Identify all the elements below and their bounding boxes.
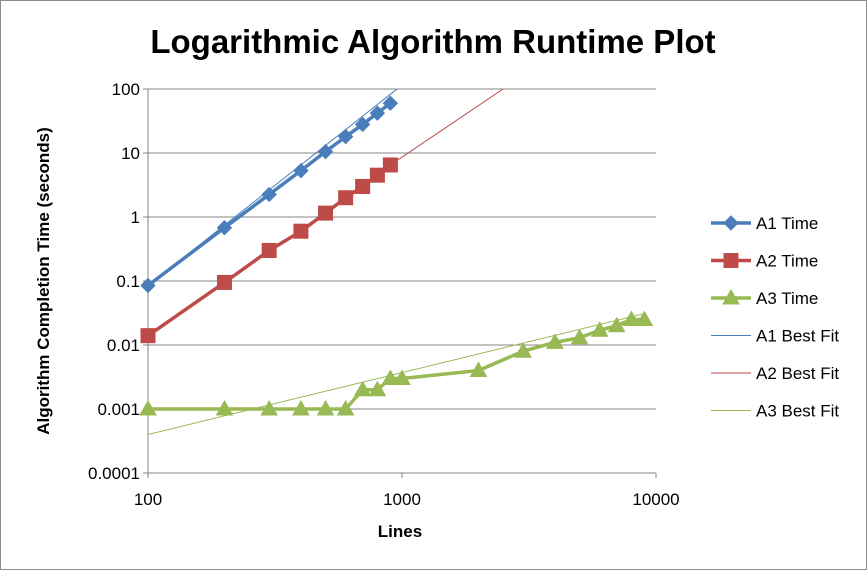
a1-time-point <box>337 128 354 145</box>
y-tick-label: 100 <box>112 80 140 99</box>
legend-item-a3-best-fit: A3 Best Fit <box>711 402 839 421</box>
a3-time-point <box>469 361 488 377</box>
a3-time-point <box>139 399 157 416</box>
legend-label: A3 Best Fit <box>756 402 839 421</box>
a2-time-point <box>369 167 385 183</box>
a3-time-point <box>635 310 654 327</box>
y-tick-label: 10 <box>121 144 140 163</box>
a2-time-point <box>140 328 156 344</box>
a2-time-point <box>338 190 354 206</box>
a2-best-fit-series <box>390 89 504 166</box>
a2-best-fit-line <box>390 89 504 166</box>
a3-time-point <box>336 399 355 416</box>
x-tick-label: 100 <box>134 490 162 509</box>
legend-marker <box>723 253 739 268</box>
a3-time-series <box>139 310 654 416</box>
y-tick-label: 1 <box>131 208 140 227</box>
a1-time-series <box>140 95 399 294</box>
plot-series <box>139 89 654 435</box>
a3-time-point <box>215 399 234 416</box>
x-tick-label: 1000 <box>383 490 421 509</box>
a2-time-point <box>216 274 232 290</box>
legend-item-a2-time: A2 Time <box>711 252 818 271</box>
a3-time-point <box>514 342 533 358</box>
a1-time-point <box>382 95 399 111</box>
a3-time-point <box>316 399 335 416</box>
a3-time-point <box>292 399 310 416</box>
a1-time-point <box>354 116 371 133</box>
legend-label: A2 Best Fit <box>756 364 839 383</box>
a3-time-point <box>570 328 589 345</box>
legend-marker <box>722 288 740 305</box>
a3-time-point <box>622 310 641 327</box>
a1-time-point <box>293 162 309 179</box>
y-tick-label: 0.0001 <box>88 464 140 483</box>
legend-label: A1 Time <box>756 214 818 233</box>
a2-time-point <box>382 157 398 173</box>
y-tick-labels: 0.0001 0.001 0.01 0.1 1 10 100 <box>88 80 148 483</box>
a3-best-fit-line <box>148 313 645 435</box>
gridlines <box>148 88 656 410</box>
legend-item-a1-time: A1 Time <box>711 214 818 233</box>
y-tick-label: 0.01 <box>107 336 140 355</box>
y-tick-label: 0.001 <box>97 400 140 419</box>
y-tick-label: 0.1 <box>116 272 140 291</box>
x-tick-label: 10000 <box>632 490 679 509</box>
legend-item-a3-time: A3 Time <box>711 288 818 308</box>
a1-time-point <box>261 186 277 203</box>
a3-time-point <box>368 380 387 397</box>
legend-marker <box>723 215 739 231</box>
a2-time-point <box>261 242 277 258</box>
a3-time-point <box>353 380 372 397</box>
legend-label: A2 Time <box>756 252 818 271</box>
a2-time-point <box>318 205 334 221</box>
a2-time-series <box>140 157 398 344</box>
x-axis-label: Lines <box>378 522 422 541</box>
legend: A1 Time A2 Time A3 Time A1 Best Fit A2 Best … <box>711 214 839 421</box>
a1-time-point <box>317 143 334 160</box>
legend-item-a1-best-fit: A1 Best Fit <box>711 327 839 346</box>
a3-time-point <box>393 369 411 385</box>
a1-time-point <box>140 277 156 294</box>
a3-best-fit-series <box>148 313 645 435</box>
a3-time-point <box>260 399 279 416</box>
chart-title: Logarithmic Algorithm Runtime Plot <box>150 23 715 60</box>
legend-label: A3 Time <box>756 289 818 308</box>
a3-time-point <box>381 369 400 385</box>
a1-time-point <box>369 105 386 121</box>
a3-time-line <box>148 317 645 411</box>
legend-item-a2-best-fit: A2 Best Fit <box>711 364 839 383</box>
a3-time-point <box>590 321 609 337</box>
a3-time-point <box>546 333 564 349</box>
a3-time-point <box>607 316 626 333</box>
legend-label: A1 Best Fit <box>756 327 839 346</box>
x-tick-labels: 100 1000 10000 <box>134 473 680 509</box>
y-axis-label: Algorithm Completion Time (seconds) <box>34 127 53 435</box>
a1-time-point <box>216 220 233 236</box>
a2-time-point <box>355 178 371 194</box>
a2-time-point <box>293 223 309 239</box>
